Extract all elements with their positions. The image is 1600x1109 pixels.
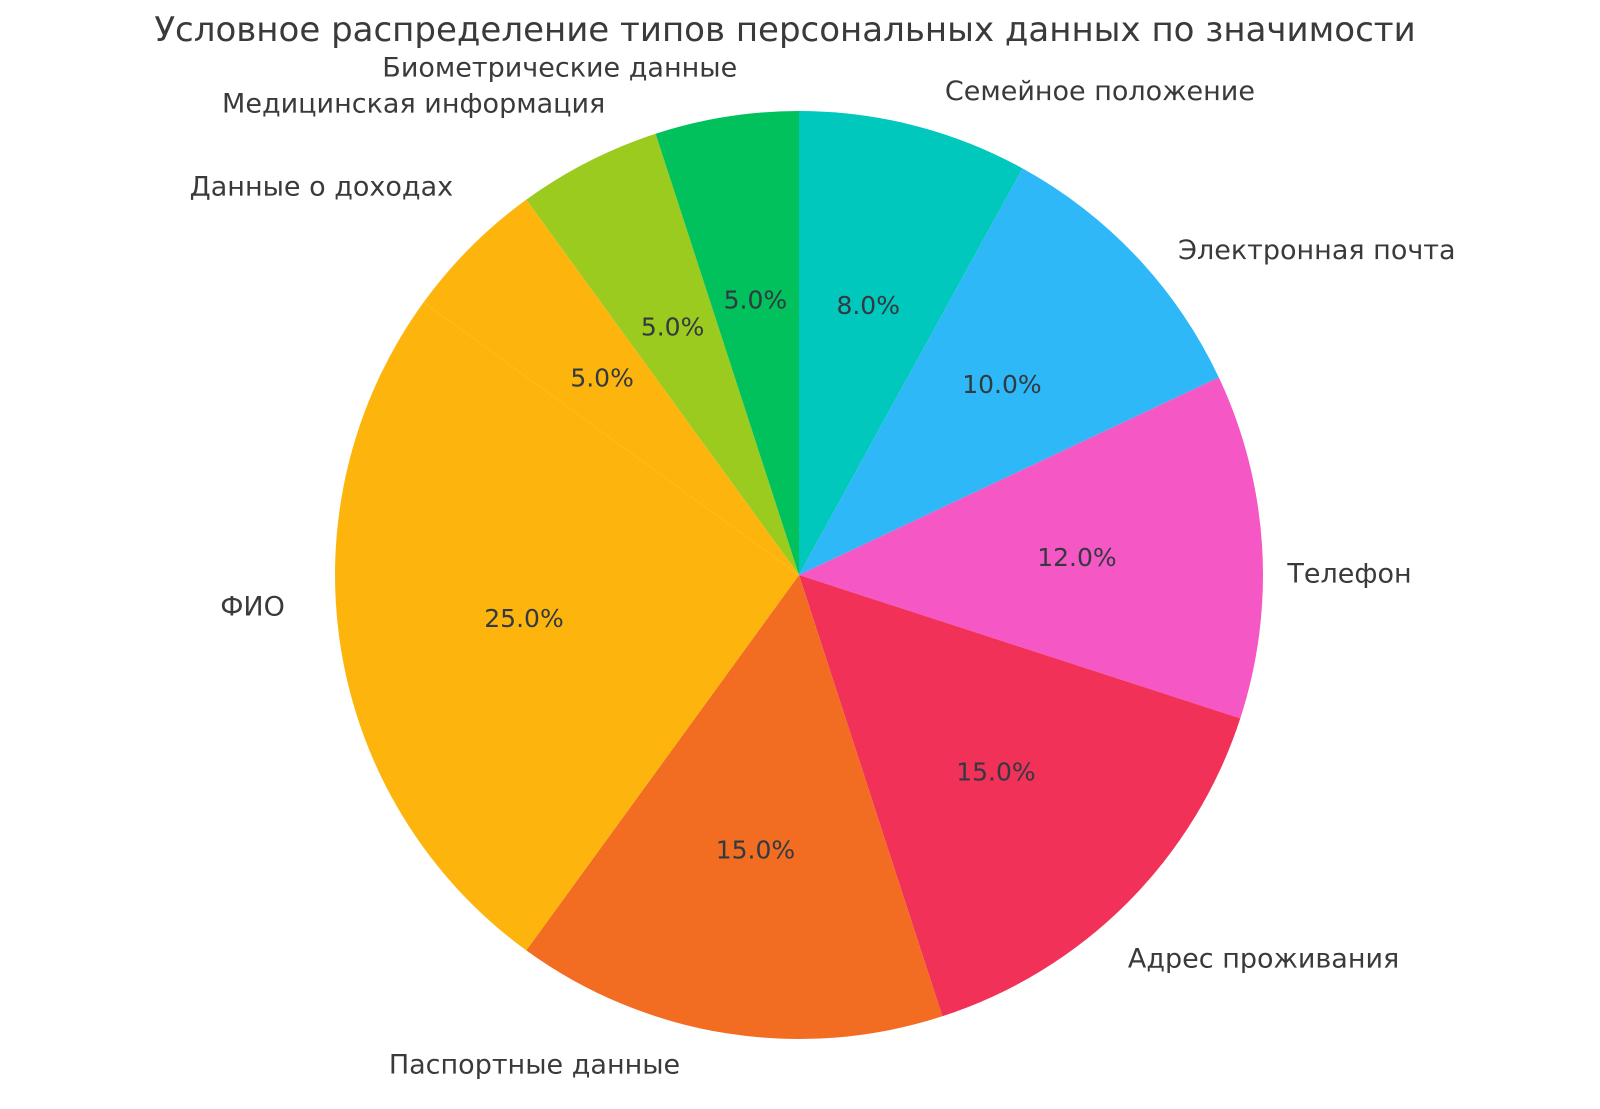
slice-pct-1: 10.0% [962,370,1041,399]
pie-slice-3 [799,575,1241,1017]
pie-slice-7 [526,133,799,575]
pie-slice-0 [799,111,1023,575]
pie-slice-2 [799,377,1263,719]
slice-label-2: Телефон [1286,559,1411,590]
slice-label-1: Электронная почта [1178,235,1456,266]
slice-pct-4: 15.0% [716,836,795,865]
pie-slice-1 [799,168,1219,575]
slice-label-5: ФИО [220,591,285,622]
slice-pct-3: 15.0% [956,757,1035,786]
slice-label-3: Адрес проживания [1128,943,1399,974]
slice-label-4: Паспортные данные [389,1050,680,1081]
slice-label-8: Биометрические данные [382,52,737,83]
slice-label-6: Данные о доходах [190,172,453,203]
slice-pct-2: 12.0% [1037,543,1116,572]
slice-pct-7: 5.0% [641,312,705,341]
slice-label-7: Медицинская информация [222,89,605,120]
slice-label-0: Семейное положение [945,76,1255,107]
pie-slice-8 [655,111,799,575]
pie-slice-5 [335,302,799,951]
slice-pct-6: 5.0% [570,364,634,393]
pie-slice-4 [526,575,943,1039]
chart-title: Условное распределение типов персональны… [154,10,1416,50]
slice-pct-5: 25.0% [484,604,563,633]
slice-pct-8: 5.0% [724,286,788,315]
pie-slice-6 [423,199,799,575]
slice-pct-0: 8.0% [836,291,900,320]
